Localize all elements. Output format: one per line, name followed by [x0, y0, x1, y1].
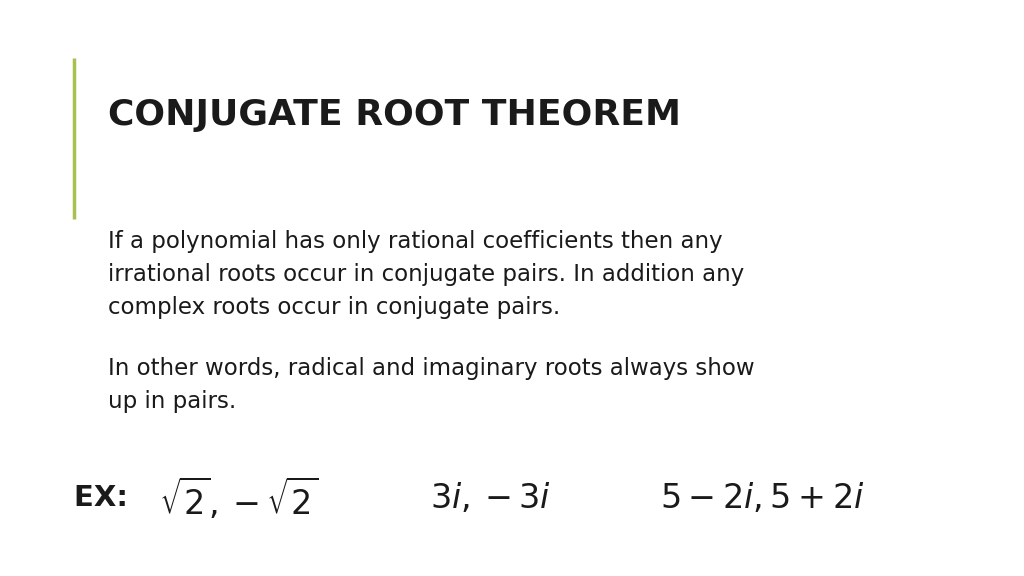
- Text: $5 - 2i, 5 + 2i$: $5 - 2i, 5 + 2i$: [660, 481, 865, 516]
- Text: $\sqrt{2}, -\sqrt{2}$: $\sqrt{2}, -\sqrt{2}$: [159, 475, 318, 521]
- Text: If a polynomial has only rational coefficients then any
irrational roots occur i: If a polynomial has only rational coeffi…: [108, 230, 743, 319]
- Text: In other words, radical and imaginary roots always show
up in pairs.: In other words, radical and imaginary ro…: [108, 357, 754, 413]
- Text: $3i, -3i$: $3i, -3i$: [430, 481, 551, 516]
- Text: CONJUGATE ROOT THEOREM: CONJUGATE ROOT THEOREM: [108, 98, 681, 132]
- Text: EX:: EX:: [74, 484, 138, 512]
